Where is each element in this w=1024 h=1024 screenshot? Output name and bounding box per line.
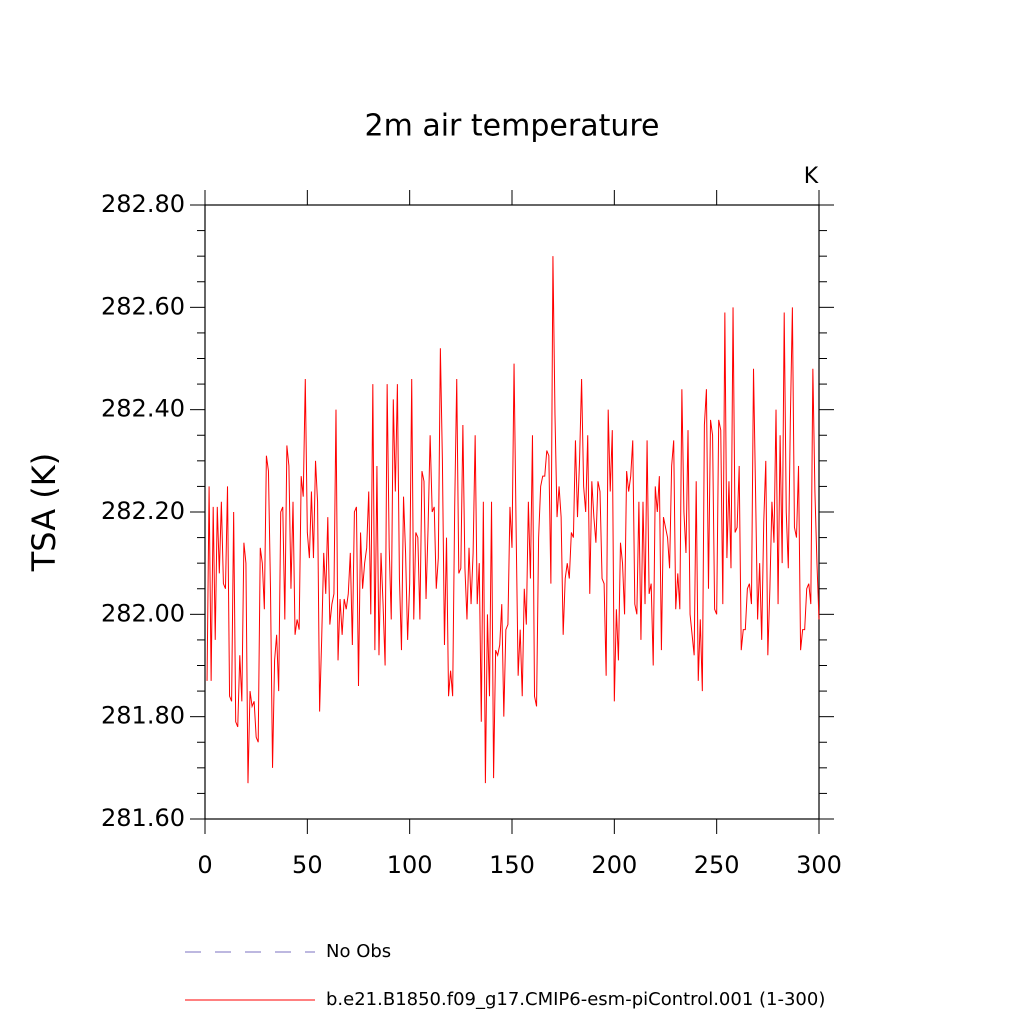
y-tick-label: 282.80 xyxy=(101,190,185,218)
data-line xyxy=(206,256,820,784)
y-tick-label: 282.00 xyxy=(101,599,185,627)
y-tick-label: 282.60 xyxy=(101,292,185,320)
x-tick-label: 0 xyxy=(197,851,212,879)
units-label: K xyxy=(804,164,819,189)
x-tick-label: 100 xyxy=(387,851,433,879)
x-tick-label: 250 xyxy=(694,851,740,879)
y-tick-label: 281.80 xyxy=(101,702,185,730)
x-tick-label: 50 xyxy=(292,851,323,879)
legend-label: b.e21.B1850.f09_g17.CMIP6-esm-piControl.… xyxy=(326,989,825,1010)
y-axis-label: TSA (K) xyxy=(25,453,63,572)
legend-label: No Obs xyxy=(326,941,391,962)
chart-title: 2m air temperature xyxy=(364,109,659,144)
x-tick-label: 150 xyxy=(489,851,535,879)
y-tick-label: 281.60 xyxy=(101,804,185,832)
y-tick-label: 282.20 xyxy=(101,497,185,525)
y-tick-label: 282.40 xyxy=(101,395,185,423)
x-tick-label: 300 xyxy=(796,851,842,879)
x-tick-label: 200 xyxy=(591,851,637,879)
